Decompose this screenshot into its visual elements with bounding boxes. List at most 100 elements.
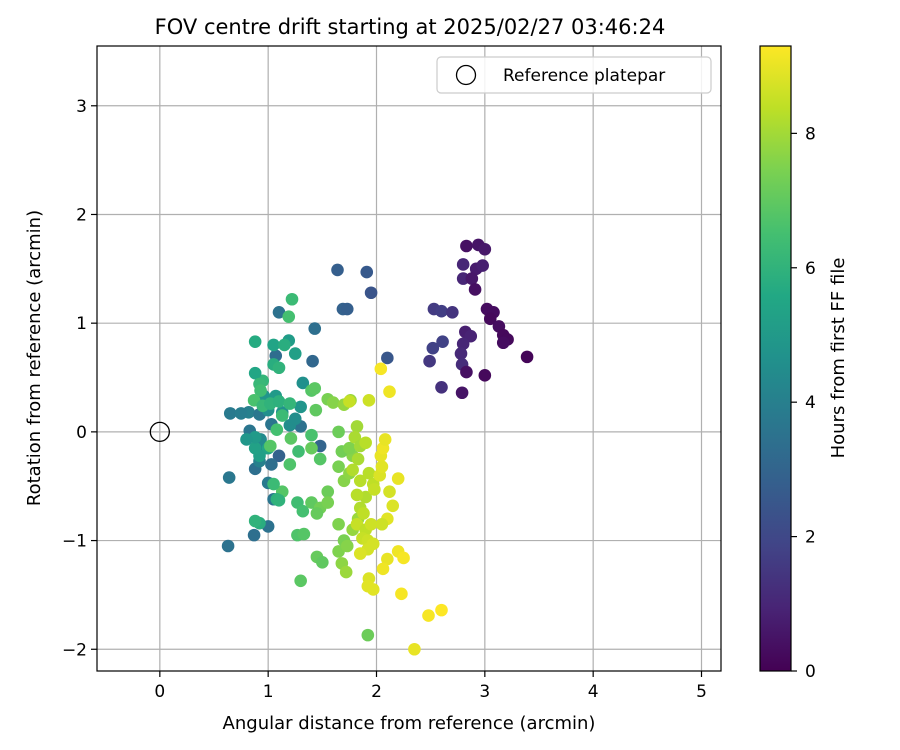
x-tick-label: 1 (263, 682, 274, 702)
data-point (378, 433, 392, 446)
x-tick-label: 5 (696, 682, 707, 702)
data-point (297, 527, 311, 541)
data-point (316, 556, 329, 569)
data-point (321, 496, 335, 509)
data-point (359, 436, 372, 450)
data-point (436, 335, 449, 348)
data-point (476, 259, 489, 272)
data-point (247, 528, 261, 542)
data-point (350, 420, 364, 433)
colorbar-tick-label: 4 (805, 393, 816, 413)
data-point (267, 338, 280, 352)
data-point (460, 239, 473, 253)
data-point (381, 552, 394, 566)
data-point (376, 562, 390, 576)
data-point (456, 258, 470, 271)
y-tick-label: 2 (76, 205, 87, 225)
data-point (248, 441, 262, 455)
x-axis-ticks: 0 1 2 3 4 5 (154, 671, 707, 702)
data-point (468, 283, 482, 296)
data-point (343, 395, 356, 408)
data-point (331, 263, 344, 277)
data-point (240, 433, 253, 446)
data-point (248, 514, 262, 528)
data-point (408, 642, 421, 656)
data-point (343, 441, 356, 455)
data-point (364, 517, 378, 531)
data-point (282, 310, 296, 323)
y-axis-ticks: −2 −1 0 1 2 3 (62, 97, 97, 660)
x-tick-label: 3 (479, 682, 490, 702)
data-point (353, 547, 367, 560)
data-point (351, 452, 365, 466)
data-point (339, 565, 353, 579)
data-point (446, 306, 459, 319)
data-point (272, 449, 286, 463)
data-point (283, 397, 297, 410)
data-point (275, 409, 289, 422)
data-point (332, 460, 345, 473)
data-point (483, 312, 497, 326)
data-point (496, 336, 510, 350)
data-point (267, 477, 280, 491)
colorbar-tick-label: 8 (805, 124, 816, 144)
data-point (353, 474, 367, 488)
data-point (478, 242, 492, 256)
data-point (222, 471, 236, 484)
data-point (361, 628, 375, 642)
data-point (305, 441, 318, 455)
data-point (383, 485, 396, 498)
data-point (294, 400, 307, 414)
data-point (310, 507, 324, 520)
data-point (332, 425, 345, 439)
data-point (265, 458, 278, 471)
chart-title: FOV centre drift starting at 2025/02/27 … (155, 15, 666, 39)
data-point (340, 539, 354, 553)
y-axis-label: Rotation from reference (arcmin) (24, 210, 45, 506)
x-tick-label: 0 (154, 682, 165, 702)
colorbar (759, 45, 792, 672)
data-point (520, 350, 534, 364)
data-point (397, 551, 410, 565)
data-point (435, 304, 448, 318)
data-point (313, 452, 327, 466)
data-point (296, 504, 310, 518)
data-point (340, 302, 354, 316)
y-tick-label: −1 (62, 532, 87, 552)
data-point (294, 574, 307, 588)
grid-lines (97, 46, 721, 671)
data-point (435, 381, 448, 394)
data-point (360, 265, 374, 279)
data-point (422, 609, 435, 622)
colorbar-ticks: 0 2 4 6 8 (791, 124, 816, 682)
data-point (383, 385, 396, 398)
data-point (426, 341, 440, 355)
data-point (285, 292, 299, 306)
data-point (308, 382, 322, 395)
data-point (460, 365, 473, 379)
data-point (465, 272, 479, 285)
data-point (326, 396, 340, 409)
data-point (454, 347, 468, 360)
data-point (362, 466, 376, 480)
x-tick-label: 2 (371, 682, 382, 702)
data-point (254, 384, 267, 397)
data-point (321, 485, 335, 498)
data-point (305, 428, 318, 442)
colorbar-tick-label: 6 (805, 259, 816, 279)
data-point (386, 499, 400, 513)
data-point (283, 458, 297, 471)
data-point (478, 369, 492, 382)
legend-entry-reference-platepar: Reference platepar (503, 66, 665, 86)
legend-marker-icon (455, 64, 477, 86)
data-point (248, 335, 262, 348)
colorbar-label: Hours from first FF file (828, 258, 849, 459)
data-point (368, 483, 381, 496)
legend: Reference platepar (436, 56, 712, 94)
data-point (308, 322, 322, 335)
legend-frame (436, 56, 712, 94)
data-point (374, 362, 388, 376)
colorbar-tick-label: 2 (805, 528, 816, 548)
data-point (278, 338, 291, 352)
